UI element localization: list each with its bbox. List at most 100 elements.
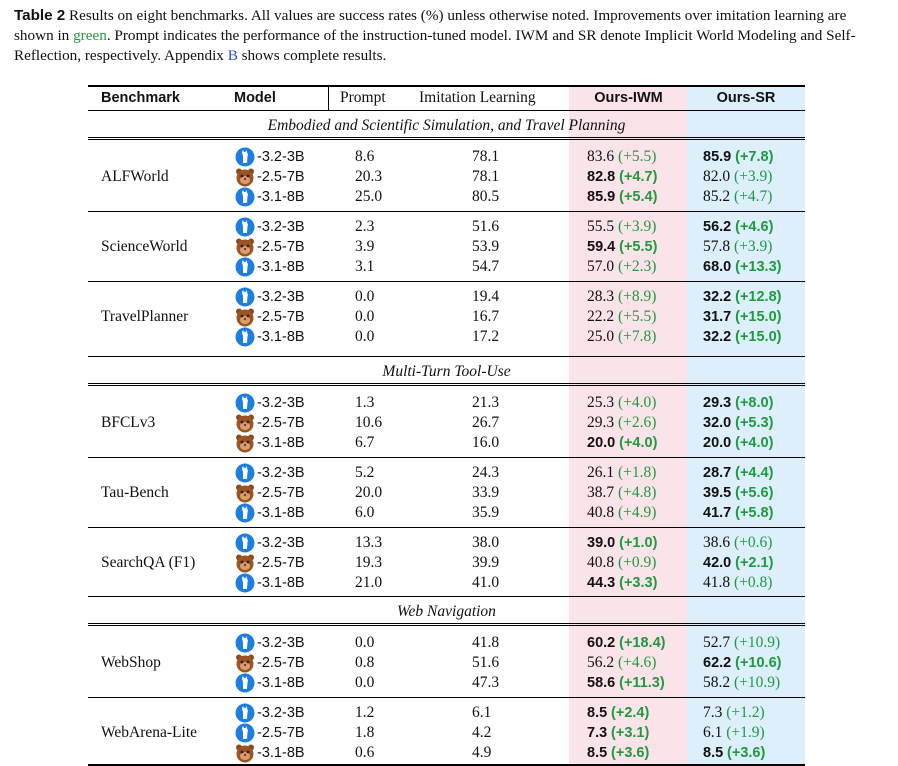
iwm-cell-improvement: (+7.8) (618, 328, 657, 346)
sr-column-background (687, 87, 805, 765)
prompt-value: 21.0 (355, 574, 383, 592)
header-prompt: Prompt (340, 89, 386, 106)
model-cell: -3.1-8B (234, 743, 305, 763)
model-name: -2.5-7B (257, 309, 305, 326)
sr-cell: 6.1 (+1.9) (703, 723, 765, 743)
model-name: -2.5-7B (257, 239, 305, 256)
header-imitation: Imitation Learning (419, 89, 536, 106)
sr-cell-value: 7.3 (703, 704, 723, 721)
model-cell: -2.5-7B (234, 237, 305, 257)
section-rule-double-b (88, 139, 805, 140)
model-name: -2.5-7B (257, 555, 305, 572)
sr-cell-value: 38.6 (703, 534, 731, 551)
iwm-cell-improvement: (+3.9) (618, 218, 657, 235)
iwm-cell-value: 40.8 (587, 504, 615, 522)
prompt-value: 0.0 (355, 674, 375, 692)
prompt-value: 10.6 (355, 414, 383, 432)
iwm-cell: 59.4 (+5.5) (587, 237, 657, 257)
iwm-cell: 44.3 (+3.3) (587, 573, 657, 593)
prompt-value: 25.0 (355, 188, 383, 206)
iwm-cell: 58.6 (+11.3) (587, 673, 665, 693)
sr-cell-improvement: (+15.0) (735, 309, 782, 326)
sr-cell: 41.8 (+0.8) (703, 573, 772, 593)
table-label: Table 2 (14, 7, 66, 24)
imitation-value: 38.0 (472, 534, 500, 551)
model-name: -3.2-3B (257, 465, 305, 481)
imitation-value: 41.0 (472, 574, 500, 592)
iwm-cell: 8.5 (+2.4) (587, 703, 649, 723)
model-name: -2.5-7B (257, 169, 305, 186)
model-name: -3.1-8B (257, 329, 305, 346)
prompt-value: 0.0 (355, 328, 375, 346)
sr-cell-improvement: (+1.2) (726, 704, 765, 721)
llama-icon (235, 257, 255, 277)
model-name: -2.5-7B (257, 485, 305, 502)
iwm-cell-value: 25.0 (587, 328, 615, 346)
iwm-cell-improvement: (+4.0) (619, 435, 658, 452)
sr-cell: 42.0 (+2.1) (703, 553, 773, 573)
header-divider (328, 87, 329, 110)
imitation-value: 17.2 (472, 328, 500, 346)
llama-icon (235, 723, 255, 743)
sr-cell-improvement: (+4.6) (735, 219, 774, 235)
group-rule (88, 527, 805, 528)
imitation-value: 6.1 (472, 704, 492, 721)
sr-cell: 8.5 (+3.6) (703, 743, 765, 763)
prompt-value: 0.0 (355, 634, 375, 651)
sr-cell: 41.7 (+5.8) (703, 503, 773, 523)
model-name: -3.1-8B (257, 259, 305, 276)
iwm-cell-improvement: (+18.4) (619, 635, 666, 651)
sr-cell-improvement: (+12.8) (735, 289, 782, 305)
prompt-value: 1.3 (355, 394, 375, 411)
iwm-cell-improvement: (+5.5) (618, 308, 657, 326)
model-cell: -2.5-7B (234, 483, 305, 503)
model-cell: -3.2-3B (234, 393, 305, 413)
imitation-value: 4.2 (472, 724, 492, 742)
iwm-cell: 60.2 (+18.4) (587, 633, 665, 653)
sr-cell-improvement: (+4.0) (735, 435, 774, 452)
model-cell: -3.2-3B (234, 533, 305, 553)
iwm-cell-improvement: (+5.5) (618, 148, 657, 165)
benchmark-name: TravelPlanner (101, 308, 189, 326)
sr-cell: 32.2 (+15.0) (703, 327, 781, 347)
imitation-value: 78.1 (472, 148, 500, 165)
model-cell: -3.2-3B (234, 633, 305, 653)
model-name: -2.5-7B (257, 655, 305, 672)
qwen-bear-icon (236, 434, 254, 453)
sr-cell-value: 52.7 (703, 634, 731, 651)
iwm-cell-value: 8.5 (587, 705, 608, 721)
sr-cell: 57.8 (+3.9) (703, 237, 772, 257)
llama-icon (235, 287, 255, 307)
model-cell: -2.5-7B (234, 723, 305, 743)
imitation-value: 24.3 (472, 464, 500, 481)
iwm-cell-value: 28.3 (587, 288, 615, 305)
sr-cell-improvement: (+0.6) (734, 534, 773, 551)
sr-cell: 20.0 (+4.0) (703, 433, 773, 453)
iwm-cell-value: 39.0 (587, 535, 616, 551)
sr-cell-value: 32.2 (703, 289, 732, 305)
iwm-cell: 38.7 (+4.8) (587, 483, 656, 503)
model-cell: -2.5-7B (234, 167, 305, 187)
iwm-cell-improvement: (+5.4) (619, 189, 658, 206)
iwm-cell-improvement: (+3.6) (611, 745, 650, 762)
iwm-cell-improvement: (+3.3) (619, 575, 658, 592)
sr-cell: 85.2 (+4.7) (703, 187, 772, 207)
sr-cell-value: 28.7 (703, 465, 732, 481)
appendix-link[interactable]: B (227, 47, 238, 64)
qwen-bear-icon (236, 414, 254, 433)
iwm-cell-value: 56.2 (587, 654, 615, 672)
sr-cell-value: 6.1 (703, 724, 723, 742)
iwm-cell-value: 8.5 (587, 745, 608, 762)
iwm-cell-value: 58.6 (587, 675, 616, 692)
sr-cell-value: 31.7 (703, 309, 732, 326)
llama-icon (235, 147, 255, 167)
imitation-value: 4.9 (472, 744, 492, 762)
prompt-value: 0.6 (355, 744, 375, 762)
iwm-cell: 85.9 (+5.4) (587, 187, 657, 207)
prompt-value: 20.0 (355, 484, 383, 502)
imitation-value: 51.6 (472, 218, 500, 235)
iwm-cell-improvement: (+2.3) (618, 258, 657, 276)
prompt-value: 3.9 (355, 238, 375, 256)
sr-cell-value: 39.5 (703, 485, 732, 502)
iwm-cell: 83.6 (+5.5) (587, 147, 656, 167)
